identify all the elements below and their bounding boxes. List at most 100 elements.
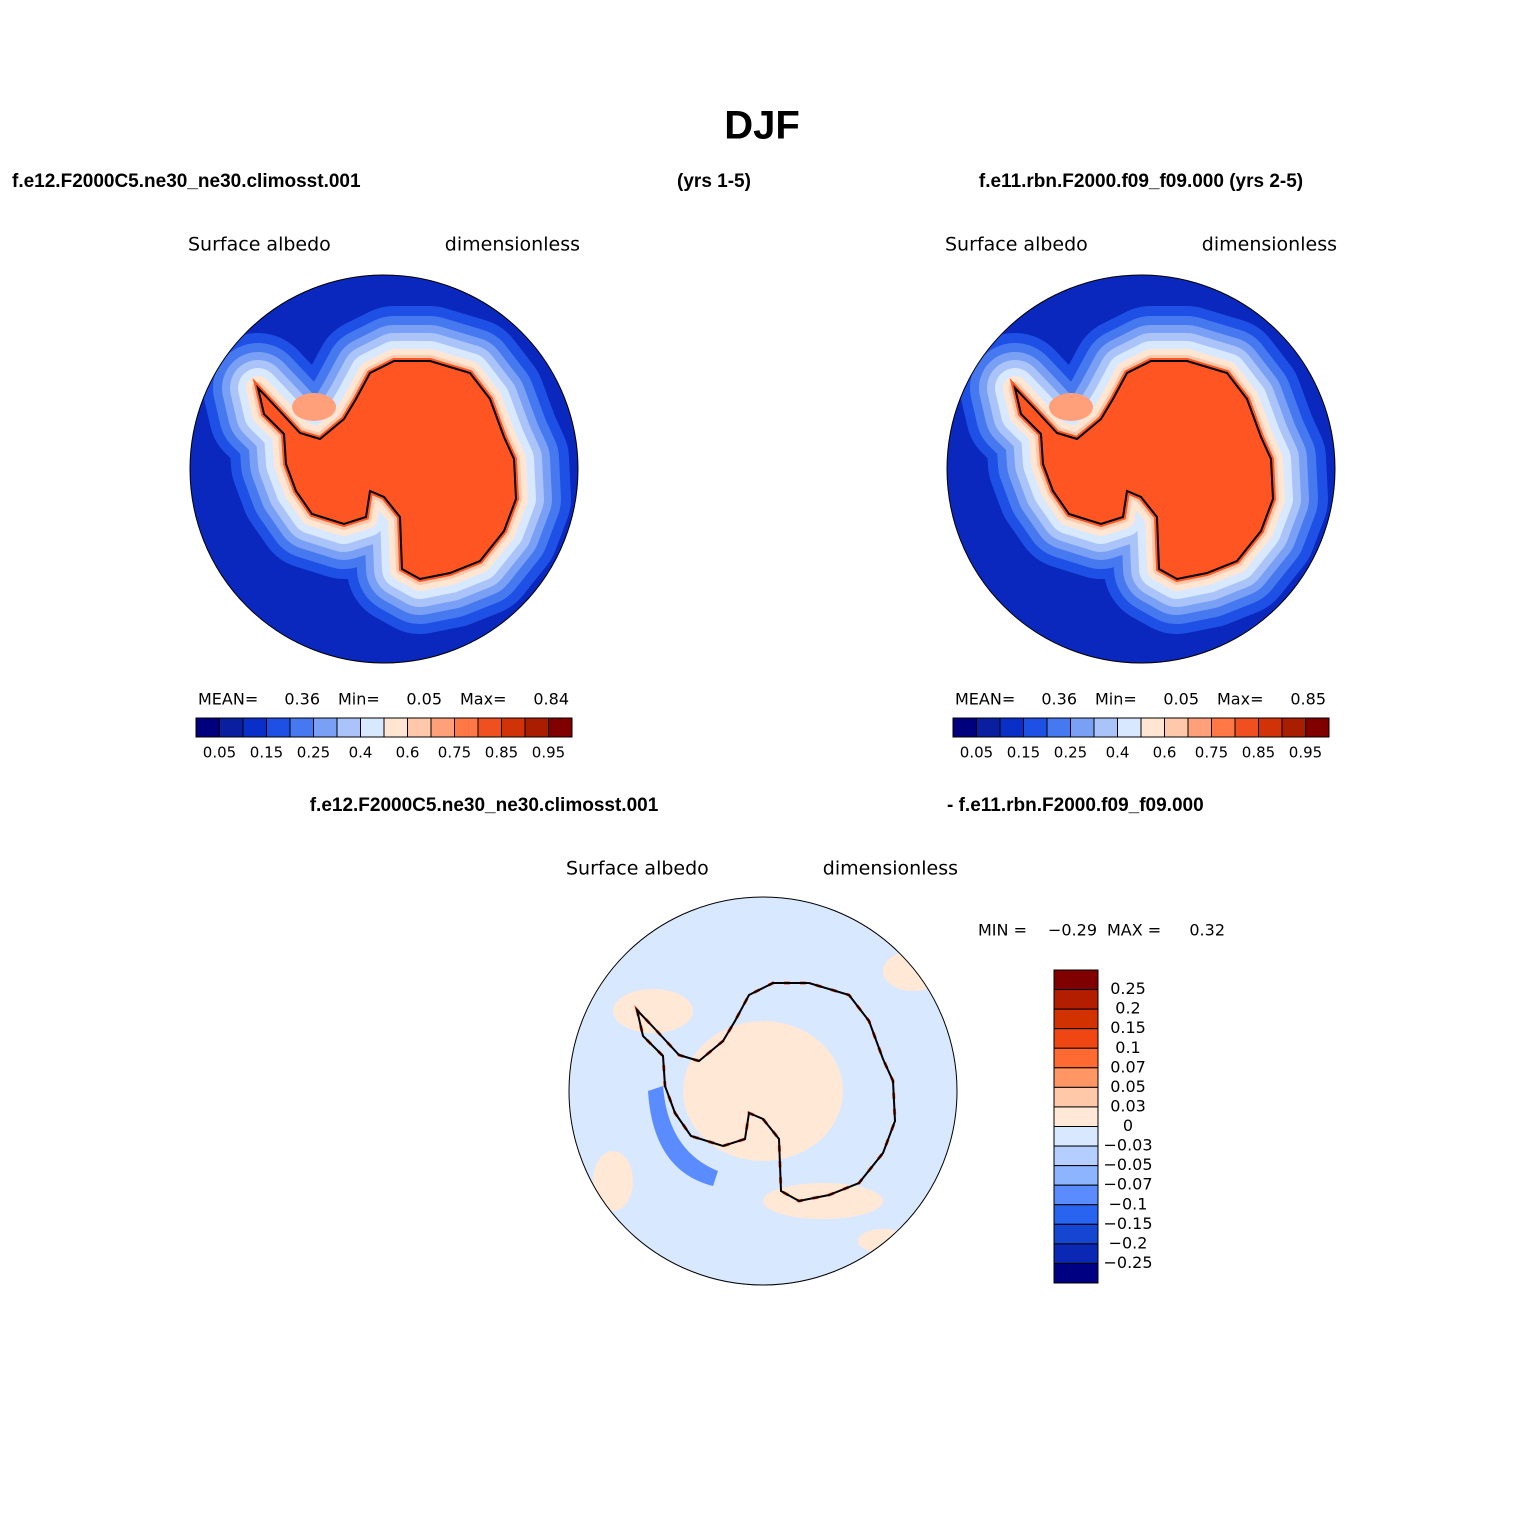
colorbar-label: 0.05 [1110, 1077, 1146, 1096]
colorbar-box [1053, 1223, 1099, 1245]
colorbar-box [1053, 1165, 1099, 1186]
units: dimensionless [445, 234, 580, 256]
colorbar-box [407, 717, 432, 738]
colorbar-label: 0 [1123, 1116, 1133, 1135]
colorbar-box [289, 717, 314, 738]
colorbar-label: −0.07 [1103, 1175, 1152, 1194]
colorbar-box [1070, 717, 1095, 738]
colorbar-box [976, 717, 1001, 738]
colorbar-label: 0.85 [1242, 744, 1275, 762]
colorbar-label: 0.75 [438, 744, 471, 762]
colorbar-label: 0.15 [250, 744, 283, 762]
stat: 0.05 [1163, 690, 1199, 709]
diff-variable: Surface albedo [566, 858, 709, 880]
colorbar-box [1140, 717, 1165, 738]
colorbar-box [1053, 1067, 1099, 1088]
colorbar-box [1053, 1204, 1099, 1225]
map-border [568, 896, 958, 1286]
colorbar-label: −0.25 [1103, 1253, 1152, 1272]
positive-anomaly [858, 1229, 908, 1253]
coastline [1013, 360, 1275, 581]
colorbar-box [1187, 717, 1212, 738]
colorbar-label: 0.15 [1110, 1018, 1146, 1037]
colorbar-box [1211, 717, 1236, 738]
header-right: f.e11.rbn.F2000.f09_f09.000 (yrs 2-5) [979, 171, 1303, 192]
colorbar-label: 0.25 [1054, 744, 1087, 762]
colorbar-box [1164, 717, 1189, 738]
colorbar-label: 0.25 [297, 744, 330, 762]
colorbar-box [1053, 1184, 1099, 1206]
colorbar-box [360, 717, 385, 738]
colorbar-label: −0.05 [1103, 1155, 1152, 1174]
variable: Surface albedo [188, 234, 331, 256]
colorbar-label: 0.75 [1195, 744, 1228, 762]
colorbar-label: −0.2 [1109, 1233, 1148, 1252]
stat: MEAN= [955, 690, 1015, 709]
map-border [189, 274, 579, 664]
colorbar-box [430, 717, 455, 738]
colorbar-box [1053, 989, 1099, 1010]
positive-anomaly [683, 1021, 843, 1161]
colorbar-label: 0.6 [1153, 744, 1177, 762]
diff-left-title: f.e12.F2000C5.ne30_ne30.climosst.001 [310, 795, 659, 816]
colorbar-box [1053, 969, 1099, 991]
colorbar-label: 0.95 [532, 744, 565, 762]
colorbar-box [195, 717, 220, 738]
stat: 0.05 [406, 690, 442, 709]
colorbar-box [1053, 1106, 1099, 1127]
colorbar-label: 0.4 [1106, 744, 1130, 762]
colorbar-box [219, 717, 244, 738]
colorbar-box [1023, 717, 1048, 738]
figure-title: DJF [724, 104, 800, 148]
map [569, 897, 957, 1285]
colorbar-box [266, 717, 291, 738]
colorbar-box [1234, 717, 1259, 738]
sea-ice-patch [1049, 393, 1093, 421]
colorbar-label: 0.05 [203, 744, 236, 762]
positive-anomaly [883, 951, 943, 991]
colorbar-box [1053, 1243, 1099, 1264]
colorbar-label: 0.25 [1110, 979, 1146, 998]
coastline [256, 360, 518, 581]
colorbar-label: −0.03 [1103, 1136, 1152, 1155]
negative-anomaly [648, 1086, 718, 1186]
stat: 0.36 [284, 690, 320, 709]
colorbar-box [313, 717, 338, 738]
colorbar-box [1053, 1008, 1099, 1030]
colorbar-label: 0.07 [1110, 1057, 1146, 1076]
stat: 0.32 [1189, 921, 1225, 940]
colorbar-label: 0.15 [1007, 744, 1040, 762]
positive-anomaly [613, 989, 693, 1033]
stat: Max= [1217, 690, 1263, 709]
colorbar-label: −0.15 [1103, 1214, 1152, 1233]
colorbar-box [1281, 717, 1306, 738]
stat: 0.36 [1041, 690, 1077, 709]
colorbar-box [454, 717, 479, 738]
positive-anomaly [763, 1183, 883, 1219]
coastline [635, 982, 897, 1203]
header-middle: (yrs 1-5) [677, 171, 751, 192]
colorbar-box [1305, 717, 1330, 738]
map [190, 275, 578, 663]
stat: Min= [1095, 690, 1137, 709]
colorbar-label: 0.1 [1115, 1038, 1140, 1057]
colorbar-box [1053, 1086, 1099, 1108]
map [947, 275, 1335, 663]
colorbar-label: −0.1 [1109, 1194, 1148, 1213]
map-border [946, 274, 1336, 664]
colorbar-box [1053, 1145, 1099, 1167]
colorbar-box [1046, 717, 1071, 738]
diff-units: dimensionless [823, 858, 958, 880]
colorbar-label: 0.2 [1115, 999, 1140, 1018]
colorbar-label: 0.03 [1110, 1096, 1146, 1115]
diff-right-title: - f.e11.rbn.F2000.f09_f09.000 [947, 795, 1204, 816]
colorbar-label: 0.05 [960, 744, 993, 762]
colorbar-box [524, 717, 549, 738]
colorbar-box [1117, 717, 1142, 738]
colorbar-box [1258, 717, 1283, 738]
stat: MIN = [978, 921, 1027, 940]
stat: 0.85 [1290, 690, 1326, 709]
colorbar-box [1053, 1126, 1099, 1147]
colorbar-label: 0.95 [1289, 744, 1322, 762]
stat: 0.84 [533, 690, 569, 709]
